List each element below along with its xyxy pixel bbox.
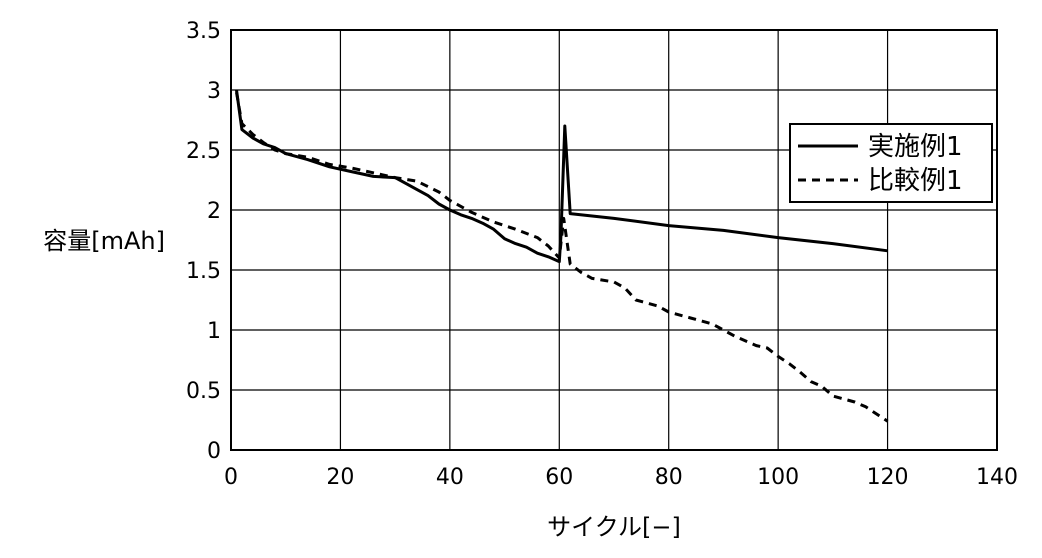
legend-label-series-2: 比較例1 (868, 166, 963, 196)
series-group (235, 89, 889, 423)
series-line-1 (235, 89, 888, 264)
x-axis-title: サイクル[−] (547, 513, 681, 541)
y-tick-label: 1 (207, 319, 221, 344)
x-tick-label: 0 (224, 465, 238, 490)
y-tick-label: 0.5 (186, 379, 221, 404)
y-axis-title: 容量[mAh] (43, 227, 165, 255)
y-tick-label: 3 (207, 79, 221, 104)
x-tick-label: 120 (867, 465, 909, 490)
x-tick-label: 40 (436, 465, 464, 490)
legend-box (789, 123, 993, 203)
tick-labels: 0 20 40 60 80 100 120 140 0 0.5 1 1.5 2 2.5 3 3.5 (186, 19, 1018, 490)
y-tick-label: 3.5 (186, 19, 221, 44)
legend-label-series-1: 実施例1 (868, 132, 963, 162)
x-tick-label: 60 (545, 465, 573, 490)
grid (230, 29, 998, 451)
series-line-2 (235, 92, 889, 423)
x-tick-label: 80 (655, 465, 683, 490)
x-tick-label: 140 (976, 465, 1018, 490)
x-tick-label: 100 (757, 465, 799, 490)
plot-frame (230, 29, 998, 451)
legend: 実施例1 比較例1 (789, 123, 993, 203)
x-tick-label: 20 (326, 465, 354, 490)
y-tick-label: 2 (207, 199, 221, 224)
y-tick-label: 0 (207, 439, 221, 464)
y-tick-label: 1.5 (186, 259, 221, 284)
y-tick-label: 2.5 (186, 139, 221, 164)
